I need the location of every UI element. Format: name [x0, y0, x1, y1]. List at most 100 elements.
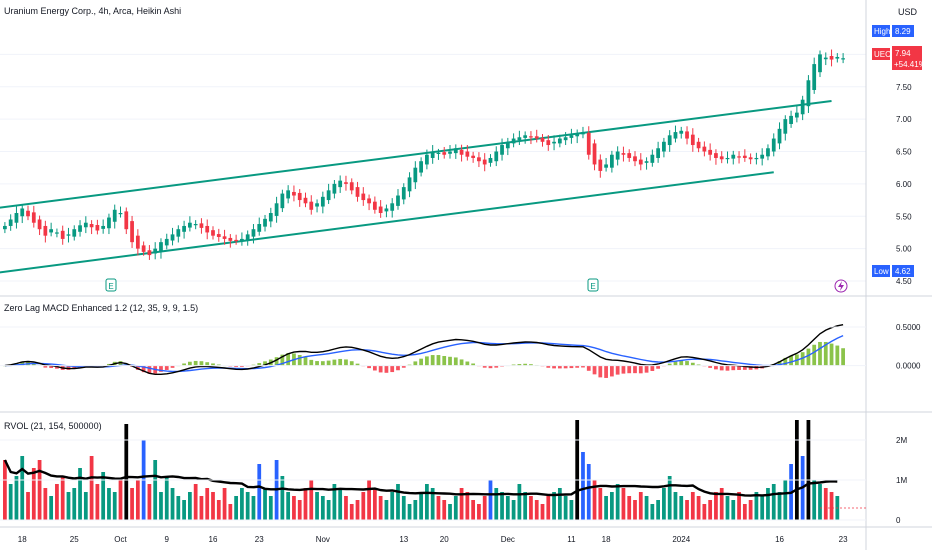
volume-bar — [332, 484, 337, 520]
volume-bar — [627, 496, 632, 520]
volume-bar — [95, 484, 100, 520]
candle-body — [257, 224, 262, 232]
candle-body — [552, 141, 556, 144]
lightning-marker[interactable] — [834, 279, 848, 293]
macd-histogram-bar — [297, 355, 302, 366]
candle-body — [147, 250, 152, 256]
volume-bar — [633, 500, 637, 520]
candle-body — [621, 153, 626, 155]
time-tick-label: 13 — [399, 535, 408, 544]
candle-body — [118, 213, 123, 215]
volume-bar — [794, 420, 799, 520]
volume-bar — [211, 492, 215, 520]
candle-body — [685, 131, 689, 139]
candle-body — [777, 128, 782, 144]
price-tick-label: 5.00 — [896, 245, 912, 254]
volume-bar — [14, 476, 19, 520]
volume-bar — [581, 452, 585, 520]
macd-histogram-bar — [841, 348, 845, 366]
volume-bar — [604, 496, 608, 520]
candle-body — [66, 234, 71, 236]
volume-bar — [517, 484, 522, 520]
candle-body — [598, 159, 603, 171]
candle-body — [135, 235, 140, 249]
low-pill: Low 4.62 — [872, 265, 914, 277]
time-tick-label: Nov — [316, 535, 330, 544]
time-tick-label: 18 — [18, 535, 27, 544]
macd-histogram-bar — [719, 365, 724, 371]
volume-bar — [725, 496, 730, 520]
candle-body — [60, 230, 65, 239]
rvol-axis[interactable]: 2M 1M 0 — [0, 436, 907, 525]
candle-body — [638, 159, 643, 165]
candle-body — [425, 154, 429, 165]
earnings-marker-oct[interactable]: E — [105, 278, 117, 292]
macd-histogram-bar — [667, 363, 672, 366]
candle-body — [378, 206, 383, 214]
candle-body — [89, 224, 94, 228]
time-axis[interactable]: 18 25 Oct 9 16 23 Nov 13 20 Dec 11 18 2024 16 23 — [18, 535, 848, 544]
macd-histogram-bar — [31, 363, 36, 366]
time-tick-label: 23 — [255, 535, 264, 544]
macd-histogram-bar — [378, 365, 383, 373]
volume-bar — [107, 488, 111, 520]
candle-body — [523, 135, 528, 138]
volume-bar — [344, 496, 348, 520]
volume-bar — [390, 492, 395, 520]
candle-body — [482, 159, 487, 165]
macd-histogram-bar — [581, 365, 585, 368]
candle-body — [673, 132, 678, 139]
candle-body — [766, 148, 770, 157]
channel-lower-line — [0, 171, 774, 274]
volume-bar — [338, 488, 343, 520]
volume-bar — [557, 488, 562, 520]
macd-histogram-bar — [419, 358, 423, 366]
volume-bar — [315, 492, 319, 520]
volume-bar — [396, 484, 400, 520]
candle-body — [292, 191, 296, 196]
volume-bar — [413, 500, 418, 520]
macd-histogram-bar — [621, 365, 626, 374]
volume-bar — [159, 492, 163, 520]
candle-body — [401, 187, 406, 200]
candle-body — [263, 218, 267, 227]
candle-body — [199, 223, 204, 228]
volume-bar — [372, 488, 377, 520]
earnings-marker-dec[interactable]: E — [587, 278, 599, 292]
volume-bar — [575, 420, 580, 520]
candle-body — [309, 201, 314, 210]
volume-bar — [754, 492, 759, 520]
macd-histogram-bar — [182, 363, 186, 366]
volume-bar — [511, 500, 516, 520]
volume-bar — [621, 488, 626, 520]
time-tick-label: 20 — [440, 535, 449, 544]
candle-body — [355, 187, 360, 197]
macd-histogram-bar — [436, 355, 441, 366]
candle-body — [240, 238, 244, 241]
macd-histogram-bar — [384, 365, 389, 373]
candle-body — [575, 133, 580, 137]
candle-body — [164, 238, 169, 246]
volume-bar — [546, 496, 551, 520]
macd-axis[interactable]: 0.5000 0.0000 — [0, 323, 921, 371]
macd-histogram-bar — [303, 357, 308, 366]
macd-histogram-bar — [737, 365, 741, 370]
candle-body — [78, 225, 82, 232]
volume-bar — [690, 492, 695, 520]
macd-histogram-bar — [471, 363, 476, 366]
candle-body — [662, 141, 666, 152]
volume-bar — [135, 480, 140, 520]
macd-histogram-bar — [20, 361, 25, 366]
volume-bar — [714, 492, 718, 520]
candle-body — [829, 55, 834, 60]
macd-histogram-bar — [823, 341, 828, 366]
candle-body — [37, 219, 42, 230]
candle-body — [338, 180, 343, 188]
candle-body — [592, 143, 597, 165]
macd-histogram-bar — [494, 365, 499, 368]
volume-bar — [430, 488, 435, 520]
candle-body — [101, 225, 106, 229]
candle-body — [20, 208, 25, 217]
